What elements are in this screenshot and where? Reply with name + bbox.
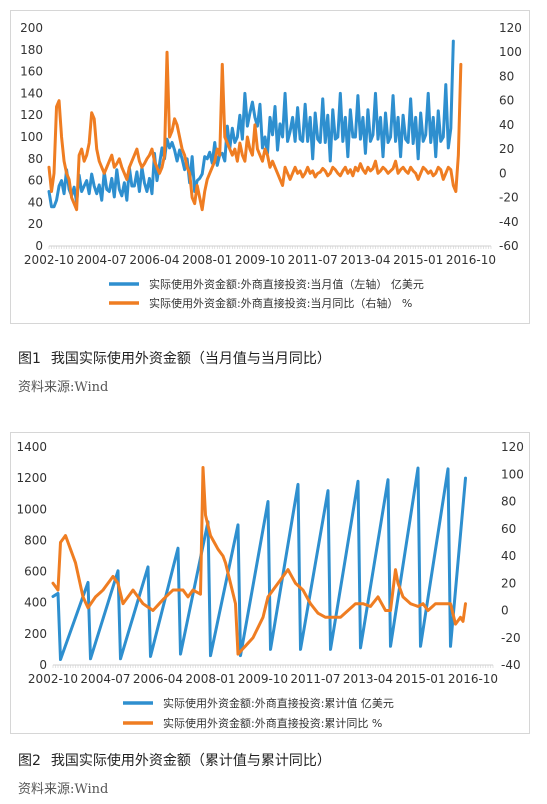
chart1-y-left-tick: 180 xyxy=(20,43,43,57)
chart-2-cumulative-fdi: 0 200 400 600 800 1000 1200 1400 -40 -20 0 20 40 60 80… xyxy=(16,440,524,730)
chart1-y-right-tick: 60 xyxy=(499,94,514,108)
chart1-x-tick: 2016-10 xyxy=(446,253,496,267)
chart1-x-tick: 2002-10 xyxy=(24,253,74,267)
chart2-series-right-axis-line xyxy=(51,465,467,656)
chart1-series-right-axis-line xyxy=(47,50,463,212)
chart2-x-tick: 2016-10 xyxy=(448,672,498,686)
chart1-y-right-tick: -60 xyxy=(499,239,519,253)
chart2-y-right-tick: 20 xyxy=(501,576,516,590)
chart1-x-tick: 2008-01 xyxy=(182,253,232,267)
chart1-y-left-tick: 0 xyxy=(35,239,43,253)
chart2-y-right-tick: 40 xyxy=(501,549,516,563)
chart1-legend-item-1: 实际使用外资金额:外商直接投资:当月值（左轴） 亿美元 xyxy=(109,277,424,291)
chart1-y-right-tick: 80 xyxy=(499,69,514,83)
legend-label: 实际使用外资金额:外商直接投资:累计值 亿美元 xyxy=(163,696,394,710)
chart1-y-right-tick: 100 xyxy=(499,45,522,59)
chart1-y-right-tick: -20 xyxy=(499,191,519,205)
chart2-x-tick: 2015-01 xyxy=(395,672,445,686)
chart1-y-left-tick: 60 xyxy=(28,174,43,188)
chart2-y-left-tick: 600 xyxy=(24,565,47,579)
chart2-y-right-tick: 120 xyxy=(501,440,524,454)
legend-label: 实际使用外资金额:外商直接投资:当月同比（右轴） % xyxy=(149,296,412,310)
chart2-y-left-tick: 800 xyxy=(24,533,47,547)
chart2-legend-item-2: 实际使用外资金额:外商直接投资:累计同比 % xyxy=(123,716,382,730)
chart2-legend-item-1: 实际使用外资金额:外商直接投资:累计值 亿美元 xyxy=(123,696,394,710)
chart2-x-tick: 2009-10 xyxy=(238,672,288,686)
chart2-y-left-tick: 1000 xyxy=(16,502,47,516)
chart2-y-right-tick: -40 xyxy=(501,658,521,672)
chart1-series-left-axis-line xyxy=(47,39,455,209)
chart2-x-minor-ticks xyxy=(52,665,494,668)
legend-label: 实际使用外资金额:外商直接投资:累计同比 % xyxy=(163,716,382,730)
chart2-y-left-tick: 1200 xyxy=(16,471,47,485)
figure-1-caption-text: 我国实际使用外资金额（当月值与当月同比） xyxy=(50,351,331,367)
chart2-x-tick: 2004-07 xyxy=(80,672,130,686)
figure-1-number: 图1 xyxy=(18,351,41,367)
chart1-y-left-tick: 140 xyxy=(20,86,43,100)
chart2-y-right-tick: 60 xyxy=(501,522,516,536)
chart2-x-tick: 2011-07 xyxy=(290,672,340,686)
chart1-y-left-tick: 40 xyxy=(28,195,43,209)
chart1-y-left-tick: 200 xyxy=(20,21,43,35)
chart1-x-tick: 2009-10 xyxy=(235,253,285,267)
chart2-x-tick: 2013-04 xyxy=(343,672,393,686)
chart2-y-left-tick: 400 xyxy=(24,596,47,610)
chart2-y-right-tick: 100 xyxy=(501,467,524,481)
chart2-x-tick: 2008-01 xyxy=(185,672,235,686)
chart1-x-tick: 2006-04 xyxy=(129,253,179,267)
chart1-y-right-tick: 120 xyxy=(499,21,522,35)
chart1-y-right-tick: 40 xyxy=(499,118,514,132)
chart-1-frame: 0 20 40 60 80 100 120 140 160 180 200 -60 -40 -20 0 20 4… xyxy=(10,10,530,324)
chart1-y-right-tick: -40 xyxy=(499,215,519,229)
chart2-y-left-tick: 0 xyxy=(39,658,47,672)
chart1-y-right-tick: 0 xyxy=(499,166,507,180)
chart2-y-right-tick: 0 xyxy=(501,604,509,618)
chart1-y-left-tick: 160 xyxy=(20,65,43,79)
figure-2-source: 资料来源:Wind xyxy=(18,782,109,797)
chart1-x-tick: 2015-01 xyxy=(393,253,443,267)
chart2-x-tick: 2002-10 xyxy=(28,672,78,686)
figure-1-source: 资料来源:Wind xyxy=(18,380,109,395)
chart2-y-right-tick: -20 xyxy=(501,631,521,645)
legend-label: 实际使用外资金额:外商直接投资:当月值（左轴） 亿美元 xyxy=(149,277,424,291)
figure-2-caption-text: 我国实际使用外资金额（累计值与累计同比） xyxy=(50,753,331,769)
chart1-y-left-tick: 80 xyxy=(28,152,43,166)
chart1-y-left-tick: 100 xyxy=(20,130,43,144)
figure-2-number: 图2 xyxy=(18,753,41,769)
figure-2-caption: 图2 我国实际使用外资金额（累计值与累计同比） xyxy=(18,750,331,770)
chart1-x-tick: 2011-07 xyxy=(288,253,338,267)
figure-1-caption: 图1 我国实际使用外资金额（当月值与当月同比） xyxy=(18,348,331,368)
chart2-y-left-tick: 200 xyxy=(24,627,47,641)
chart1-x-tick: 2004-07 xyxy=(77,253,127,267)
chart-1-monthly-fdi: 0 20 40 60 80 100 120 140 160 180 200 -60 -40 -20 0 20 4… xyxy=(20,21,522,310)
chart1-x-minor-ticks xyxy=(48,246,492,249)
chart1-y-left-tick: 20 xyxy=(28,217,43,231)
chart1-x-tick: 2013-04 xyxy=(340,253,390,267)
chart2-series-left-axis-line xyxy=(51,466,467,662)
chart1-y-right-tick: 20 xyxy=(499,142,514,156)
chart1-y-left-tick: 120 xyxy=(20,108,43,122)
chart-2-frame: 0 200 400 600 800 1000 1200 1400 -40 -20 0 20 40 60 80… xyxy=(10,432,530,734)
chart2-y-left-tick: 1400 xyxy=(16,440,47,454)
chart2-y-right-tick: 80 xyxy=(501,495,516,509)
chart1-legend-item-2: 实际使用外资金额:外商直接投资:当月同比（右轴） % xyxy=(109,296,412,310)
chart2-x-tick: 2006-04 xyxy=(133,672,183,686)
